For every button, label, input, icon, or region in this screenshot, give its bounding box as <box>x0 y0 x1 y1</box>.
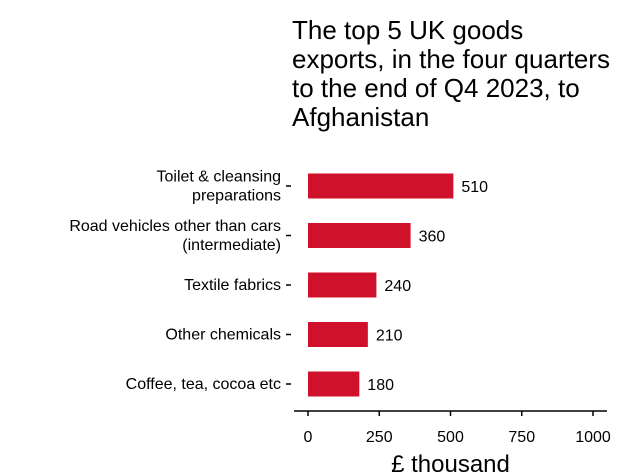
bar <box>308 173 454 199</box>
category-label: Other chemicals <box>165 327 281 344</box>
chart-title: The top 5 UK goods exports, in the four … <box>292 15 610 132</box>
x-tick-label: 1000 <box>575 429 611 446</box>
bars-group <box>308 173 454 397</box>
x-tick-label: 750 <box>508 429 535 446</box>
bar <box>308 223 411 248</box>
x-tick-label: 500 <box>437 429 464 446</box>
bar <box>308 371 360 397</box>
value-label: 240 <box>384 278 411 295</box>
x-ticks-group: 0 250 500 750 1000 <box>304 411 611 446</box>
value-label: 360 <box>419 229 446 246</box>
value-labels-group: 510 360 240 210 180 <box>367 179 488 394</box>
category-labels-group: Toilet & cleansing preparations Road vehic… <box>69 169 281 394</box>
x-tick-label: 250 <box>366 429 393 446</box>
category-label: Toilet & cleansing preparations <box>156 169 281 205</box>
bar <box>308 322 368 347</box>
y-ticks-group <box>286 185 291 385</box>
value-label: 210 <box>376 328 403 345</box>
category-label: Textile fabrics <box>184 277 281 294</box>
category-label: Coffee, tea, cocoa etc <box>126 376 281 393</box>
x-tick-label: 0 <box>304 429 313 446</box>
category-label: Road vehicles other than cars (intermedia… <box>69 218 281 254</box>
x-axis-title: £ thousand <box>391 451 510 475</box>
bar <box>308 272 377 298</box>
value-label: 180 <box>367 377 394 394</box>
value-label: 510 <box>461 179 488 196</box>
